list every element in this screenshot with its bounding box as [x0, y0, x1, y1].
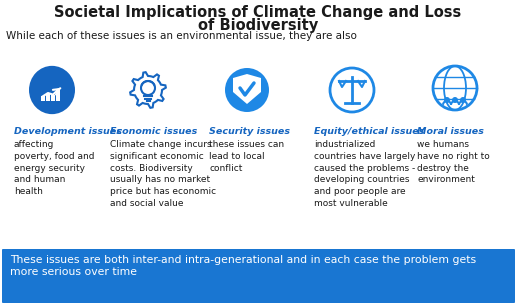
Text: These issues are both inter-and intra-generational and in each case the problem : These issues are both inter-and intra-ge…: [10, 255, 476, 265]
Ellipse shape: [29, 66, 75, 114]
Circle shape: [460, 97, 466, 103]
Text: Climate change incurs
significant economic
costs. Biodiversity
usually has no ma: Climate change incurs significant econom…: [110, 140, 216, 208]
FancyBboxPatch shape: [2, 249, 515, 303]
Text: affecting
poverty, food and
energy security
and human
health: affecting poverty, food and energy secur…: [14, 140, 95, 196]
Text: Development issues: Development issues: [14, 127, 122, 136]
Polygon shape: [130, 72, 166, 108]
Bar: [46, 93, 50, 101]
Circle shape: [452, 97, 458, 103]
Text: Moral issues: Moral issues: [417, 127, 484, 136]
Circle shape: [225, 68, 269, 112]
Text: these issues can
lead to local
conflict: these issues can lead to local conflict: [209, 140, 284, 173]
Bar: [51, 95, 55, 101]
Text: industrialized
countries have largely
caused the problems -
developing countries: industrialized countries have largely ca…: [314, 140, 415, 208]
Polygon shape: [233, 74, 261, 104]
Text: Equity/ethical issues: Equity/ethical issues: [314, 127, 424, 136]
Text: Economic issues: Economic issues: [110, 127, 197, 136]
Text: While each of these issues is an environmental issue, they are also: While each of these issues is an environ…: [6, 31, 357, 41]
Text: Societal Implications of Climate Change and Loss: Societal Implications of Climate Change …: [54, 5, 462, 20]
Text: of Biodiversity: of Biodiversity: [198, 18, 318, 33]
Bar: [41, 96, 45, 101]
Text: more serious over time: more serious over time: [10, 267, 137, 277]
Text: Security issues: Security issues: [209, 127, 290, 136]
Bar: [56, 90, 60, 101]
Circle shape: [444, 97, 450, 103]
Text: we humans
have no right to
destroy the
environment: we humans have no right to destroy the e…: [417, 140, 490, 185]
